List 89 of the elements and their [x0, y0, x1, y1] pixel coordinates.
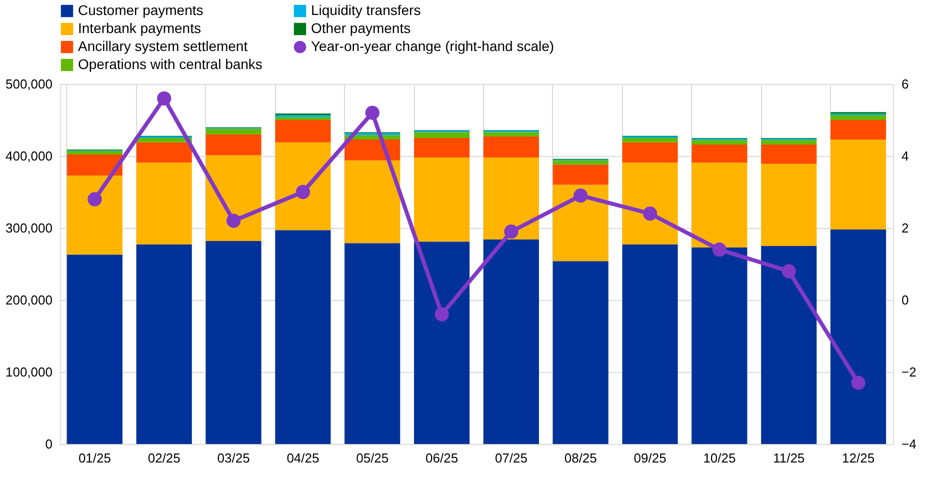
bar	[206, 134, 262, 156]
bar	[830, 114, 886, 120]
bar	[344, 243, 400, 444]
bar	[136, 162, 192, 245]
bar	[66, 154, 122, 176]
x-tick-label: 03/25	[217, 450, 250, 466]
y2-tick-label: 2	[902, 220, 909, 236]
point	[712, 242, 727, 257]
bar	[483, 132, 539, 137]
x-tick-label: 05/25	[356, 450, 389, 466]
bar	[761, 164, 817, 246]
bar	[275, 142, 331, 230]
bar	[830, 139, 886, 230]
bar	[552, 164, 608, 185]
bar	[692, 247, 748, 444]
x-tick-label: 09/25	[634, 450, 666, 466]
point	[642, 206, 658, 221]
bar	[275, 117, 331, 120]
legend-label: Ancillary system settlement	[78, 38, 248, 54]
bar	[552, 261, 608, 444]
x-tick-label: 11/25	[773, 450, 805, 466]
x-tick-label: 06/25	[426, 450, 458, 466]
point	[226, 214, 241, 228]
y-tick-label: 400,000	[6, 148, 52, 164]
x-tick-label: 04/25	[286, 450, 320, 466]
y2-tick-label: 6	[902, 76, 909, 92]
bar	[66, 254, 122, 444]
x-tick-label: 02/25	[148, 450, 180, 466]
x-tick-label: 07/25	[494, 450, 528, 466]
bar	[275, 114, 331, 118]
x-tick-label: 12/25	[842, 450, 875, 466]
bar	[414, 242, 470, 444]
y2-tick-label: 0	[902, 292, 909, 308]
legend-label: Liquidity transfers	[311, 2, 421, 18]
point	[296, 184, 310, 200]
point	[851, 376, 866, 390]
bar	[483, 240, 539, 444]
y-tick-label: 100,000	[6, 364, 52, 380]
bar	[692, 162, 748, 248]
bar	[206, 128, 262, 134]
bar	[275, 230, 331, 444]
bar	[830, 229, 886, 444]
bar	[552, 160, 608, 165]
bar	[206, 155, 262, 241]
bar	[761, 140, 817, 144]
point	[574, 188, 588, 203]
bar	[206, 240, 262, 444]
y-tick-label: 300,000	[6, 220, 52, 236]
bar	[761, 246, 817, 444]
bar	[414, 132, 470, 138]
bar	[552, 184, 608, 262]
bar	[414, 138, 470, 158]
bar	[622, 244, 678, 444]
bar	[622, 142, 678, 162]
bar	[622, 138, 678, 142]
y2-tick-label: −4	[902, 436, 916, 452]
bar	[692, 140, 748, 144]
bar	[761, 144, 817, 164]
bar	[344, 160, 400, 244]
x-tick-label: 10/25	[703, 450, 736, 466]
bar	[136, 142, 192, 162]
bar	[830, 120, 886, 140]
bar	[275, 120, 331, 142]
point	[88, 192, 102, 206]
bar	[136, 244, 192, 444]
bar	[483, 136, 539, 158]
point	[504, 224, 518, 239]
bar	[414, 157, 470, 242]
bar	[483, 157, 539, 240]
y-tick-label: 0	[45, 436, 52, 452]
y-tick-label: 500,000	[6, 76, 52, 92]
x-tick-label: 08/25	[564, 450, 597, 466]
legend-label: Operations with central banks	[78, 56, 262, 72]
y-tick-label: 200,000	[6, 292, 52, 308]
bar	[66, 150, 122, 155]
legend-label: Customer payments	[78, 2, 204, 18]
y2-tick-label: −2	[902, 364, 916, 380]
x-tick-label: 01/25	[78, 450, 111, 466]
point	[782, 264, 796, 278]
bar	[692, 144, 748, 162]
bar	[66, 175, 122, 255]
legend-label: Year-on-year change (right-hand scale)	[311, 38, 554, 54]
point	[434, 307, 449, 322]
point	[157, 91, 172, 106]
legend-label: Other payments	[311, 20, 411, 36]
point	[365, 106, 380, 120]
bar	[622, 162, 678, 245]
legend-label: Interbank payments	[78, 20, 201, 36]
y2-tick-label: 4	[902, 148, 909, 164]
